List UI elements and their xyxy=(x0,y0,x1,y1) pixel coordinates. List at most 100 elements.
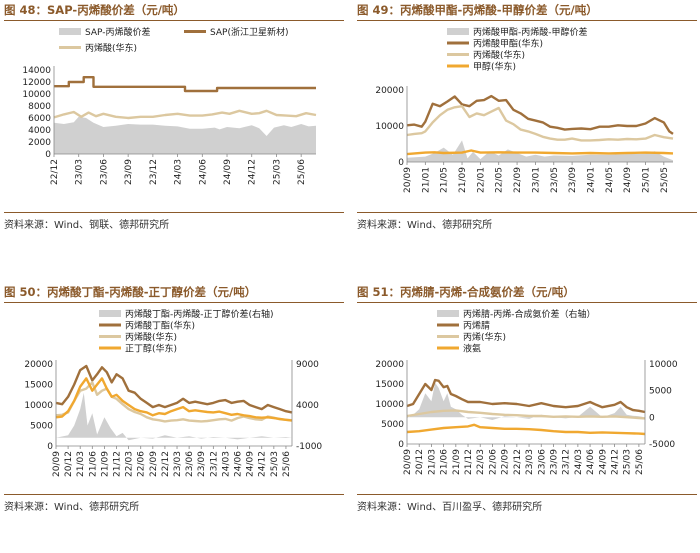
x-tick-label: 24/09 xyxy=(223,159,233,185)
legend-label: 液氨 xyxy=(463,343,481,355)
x-tick-label: 23/12 xyxy=(209,451,219,477)
x-tick-label: 23/06 xyxy=(537,449,547,475)
y-tick-label: 10000 xyxy=(375,122,404,132)
y-tick-label: 0 xyxy=(398,440,404,450)
y-tick-label: 6000 xyxy=(28,114,51,124)
x-tick-label: 25/06 xyxy=(635,449,645,475)
x-tick-label: 22/12 xyxy=(50,159,60,185)
figure-source: 资料来源：Wind、德邦研究所 xyxy=(4,494,344,513)
series-line xyxy=(406,378,646,414)
legend-label: 丙烯酸(华东) xyxy=(85,42,137,54)
x-tick-label: 24/06 xyxy=(586,449,596,475)
x-tick-label: 20/12 xyxy=(415,449,425,475)
y2-tick-label: 5000 xyxy=(649,387,672,397)
series-line xyxy=(53,109,317,120)
x-tick-label: 21/05 xyxy=(440,167,450,193)
figure-source: 资料来源：Wind、德邦研究所 xyxy=(357,212,697,231)
x-tick-label: 21/01 xyxy=(421,167,431,193)
legend: SAP-丙烯酸价差 SAP(浙江卫星新材) 丙烯酸(华东) xyxy=(59,26,289,54)
x-tick-label: 22/06 xyxy=(488,449,498,475)
x-tick-label: 20/09 xyxy=(403,449,413,475)
legend-swatch xyxy=(59,28,81,35)
x-tick-label: 20/09 xyxy=(403,167,413,193)
x-tick-label: 24/05 xyxy=(605,167,615,193)
x-tick-label: 21/12 xyxy=(464,449,474,475)
x-tick-label: 22/05 xyxy=(495,167,505,193)
x-tick-label: 22/06 xyxy=(137,451,147,477)
series-line xyxy=(406,104,674,142)
figure-title: 图 50：丙烯酸丁酯-丙烯酸-正丁醇价差（元/吨） xyxy=(4,282,344,303)
x-tick-label: 21/09 xyxy=(452,449,462,475)
y-tick-label: 15000 xyxy=(24,381,53,391)
y-tick-label: 0 xyxy=(45,150,51,160)
series-line xyxy=(55,377,293,422)
y2-tick-label: -1000 xyxy=(296,442,322,452)
x-tick-label: 24/06 xyxy=(198,159,208,185)
x-tick-label: 23/09 xyxy=(197,451,207,477)
x-tick-label: 25/03 xyxy=(272,159,282,185)
x-tick-label: 21/12 xyxy=(113,451,123,477)
figure-51: 图 51：丙烯腈-丙烯-合成氨价差（元/吨） 丙烯腈-丙烯-合成氨价差（右轴）丙… xyxy=(357,282,697,552)
series-line xyxy=(406,423,646,436)
legend-swatch xyxy=(447,28,469,35)
y-tick-label: 5000 xyxy=(30,422,53,432)
y-tick-label: 15000 xyxy=(375,380,404,390)
figure-source: 资料来源：Wind、钢联、德邦研究所 xyxy=(4,212,344,231)
legend-label: 丙烯腈 xyxy=(463,320,490,332)
x-tick-label: 21/06 xyxy=(88,451,98,477)
x-tick-label: 24/06 xyxy=(234,451,244,477)
y-tick-label: 0 xyxy=(47,442,53,452)
x-tick-label: 21/03 xyxy=(76,451,86,477)
x-tick-label: 25/06 xyxy=(297,159,307,185)
x-tick-label: 23/06 xyxy=(99,159,109,185)
x-tick-label: 24/12 xyxy=(248,159,258,185)
x-tick-label: 23/12 xyxy=(149,159,159,185)
legend-label: 丙烯(华东) xyxy=(463,331,506,343)
y2-tick-label: -5000 xyxy=(649,440,675,450)
chart-50: 丙烯酸丁酯-丙烯酸-正丁醇价差(右轴)丙烯酸丁酯(华东)丙烯酸(华东)正丁醇(华… xyxy=(24,308,322,477)
x-tick-label: 22/03 xyxy=(125,451,135,477)
x-tick-label: 23/03 xyxy=(525,449,535,475)
series-area xyxy=(56,392,292,441)
figure-title: 图 51：丙烯腈-丙烯-合成氨价差（元/吨） xyxy=(357,282,697,303)
series-line xyxy=(406,94,674,135)
x-tick-label: 25/06 xyxy=(282,451,292,477)
x-tick-label: 24/09 xyxy=(623,167,633,193)
y-tick-label: 14000 xyxy=(22,66,51,76)
y-tick-label: 10000 xyxy=(24,401,53,411)
y-tick-label: 2000 xyxy=(28,138,51,148)
x-tick-label: 23/03 xyxy=(75,159,85,185)
x-tick-label: 24/03 xyxy=(221,451,231,477)
series-line xyxy=(55,364,293,414)
series-area xyxy=(54,116,316,154)
x-tick-label: 24/03 xyxy=(174,159,184,185)
y-tick-label: 10000 xyxy=(375,400,404,410)
figure-49: 图 49：丙烯酸甲酯-丙烯酸-甲醇价差（元/吨） 丙烯酸甲酯-丙烯酸-甲醇价差丙… xyxy=(357,0,697,270)
x-tick-label: 22/09 xyxy=(501,449,511,475)
x-tick-label: 25/01 xyxy=(641,167,651,193)
x-tick-label: 22/09 xyxy=(513,167,523,193)
y2-tick-label: 4000 xyxy=(296,401,319,411)
legend-swatch xyxy=(437,310,459,317)
x-tick-label: 20/12 xyxy=(64,451,74,477)
x-tick-label: 24/12 xyxy=(610,449,620,475)
y-tick-label: 12000 xyxy=(22,78,51,88)
x-tick-label: 23/05 xyxy=(550,167,560,193)
x-tick-label: 21/03 xyxy=(427,449,437,475)
y-tick-label: 20000 xyxy=(375,86,404,96)
x-tick-label: 24/09 xyxy=(598,449,608,475)
series-line xyxy=(54,76,316,93)
x-tick-label: 21/09 xyxy=(458,167,468,193)
y-tick-label: 4000 xyxy=(28,126,51,136)
x-tick-label: 23/12 xyxy=(562,449,572,475)
x-tick-label: 22/01 xyxy=(476,167,486,193)
x-tick-label: 22/12 xyxy=(513,449,523,475)
x-tick-label: 23/03 xyxy=(173,451,183,477)
legend-label: 丙烯酸甲酯(华东) xyxy=(473,38,543,50)
y-tick-label: 10000 xyxy=(22,90,51,100)
legend-label: 丙烯酸丁酯(华东) xyxy=(125,320,195,332)
